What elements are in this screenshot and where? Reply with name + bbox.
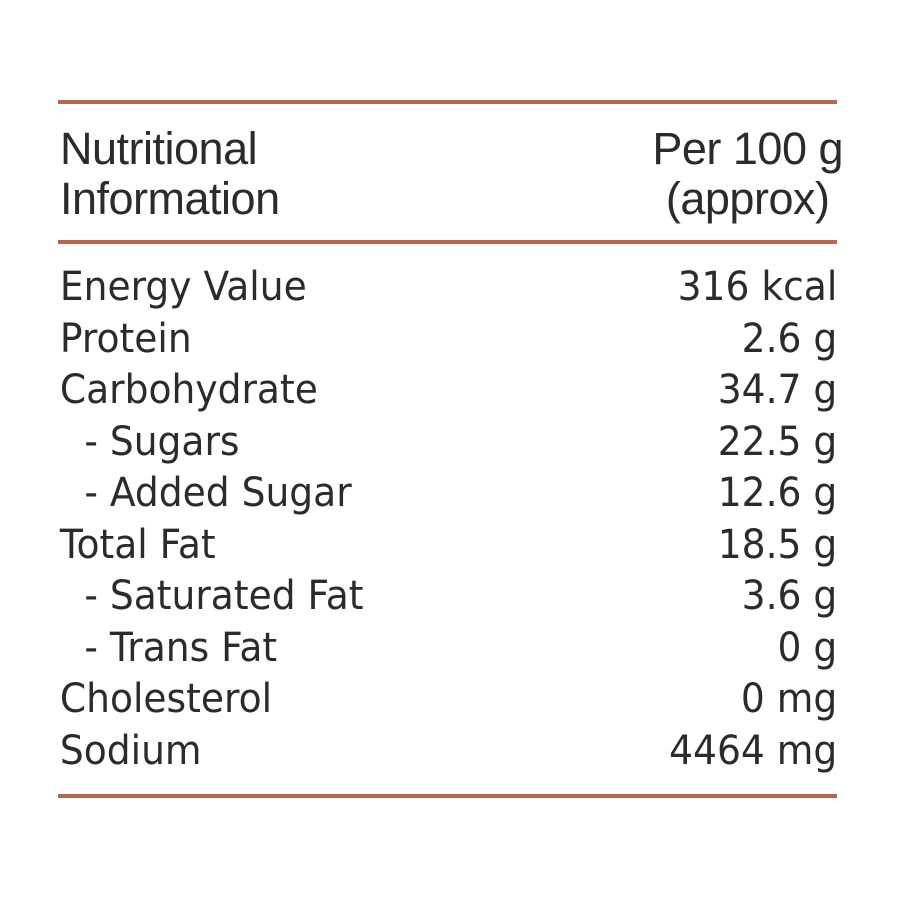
nutrient-row: - Sugars 22.5 g xyxy=(58,417,837,469)
nutrient-label: Total Fat xyxy=(59,521,216,568)
header-title-line2: Information xyxy=(60,173,280,224)
table-header: Nutritional Information Per 100 g (appro… xyxy=(58,124,843,228)
nutrient-row: Protein 2.6 g xyxy=(58,314,837,366)
header-title: Nutritional Information xyxy=(60,124,280,224)
nutrient-value: 4464 mg xyxy=(669,727,838,774)
nutrient-label: Cholesterol xyxy=(59,676,273,722)
nutrient-row: - Trans Fat 0 g xyxy=(58,623,837,675)
nutrient-label: - Saturated Fat xyxy=(84,573,364,619)
nutrient-row: Carbohydrate 34.7 g xyxy=(58,365,837,417)
header-divider xyxy=(58,240,837,244)
nutrient-label: Carbohydrate xyxy=(59,367,318,413)
nutrient-value: 18.5 g xyxy=(717,521,838,568)
nutrient-row: Energy Value 316 kcal xyxy=(58,262,837,314)
nutrient-value: 2.6 g xyxy=(741,315,838,362)
nutrient-row: Cholesterol 0 mg xyxy=(58,674,837,726)
nutrient-list: Energy Value 316 kcal Protein 2.6 g Carbohyd… xyxy=(58,262,837,777)
nutrient-value: 22.5 g xyxy=(717,418,838,465)
nutrient-row: Sodium 4464 mg xyxy=(58,726,837,778)
nutrient-label: Sodium xyxy=(59,727,202,774)
nutrient-label: - Added Sugar xyxy=(84,470,352,516)
nutrient-row: - Added Sugar 12.6 g xyxy=(58,468,837,520)
nutrient-value: 34.7 g xyxy=(717,367,838,413)
nutrient-value: 3.6 g xyxy=(741,573,838,619)
header-serving: Per 100 g (approx) xyxy=(652,124,843,224)
nutrient-row: - Saturated Fat 3.6 g xyxy=(58,571,837,623)
bottom-divider xyxy=(58,794,837,798)
nutrient-label: - Sugars xyxy=(84,418,240,465)
nutrient-value: 0 mg xyxy=(740,676,838,722)
nutrient-value: 0 g xyxy=(777,624,838,671)
top-divider xyxy=(58,100,837,104)
header-title-line1: Nutritional xyxy=(60,123,258,174)
header-serving-line2: (approx) xyxy=(665,173,830,224)
nutrient-label: Energy Value xyxy=(59,264,307,310)
nutrient-row: Total Fat 18.5 g xyxy=(58,520,837,572)
nutrient-label: - Trans Fat xyxy=(84,624,278,671)
nutrient-value: 12.6 g xyxy=(717,470,838,516)
nutrient-value: 316 kcal xyxy=(677,264,838,310)
header-serving-line1: Per 100 g xyxy=(652,123,843,174)
nutrient-label: Protein xyxy=(59,315,192,362)
